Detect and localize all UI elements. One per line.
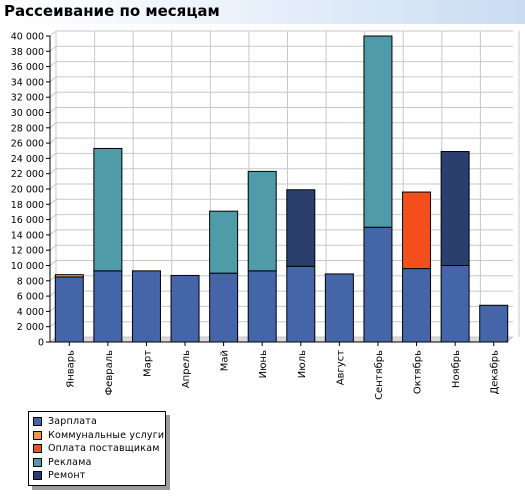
bar-segment: [286, 189, 316, 267]
bar-segment: [479, 304, 509, 343]
x-tick-label: Декабрь: [490, 350, 501, 395]
y-tick-label: 8 000: [17, 276, 44, 287]
bar-segment: [247, 170, 277, 272]
y-tick-label: 28 000: [11, 123, 44, 134]
bar-segment: [131, 270, 161, 343]
bar-segment: [402, 268, 432, 343]
y-tick-label: 6 000: [17, 292, 44, 303]
y-tick-label: 14 000: [11, 230, 44, 241]
grid-line-depth: [49, 183, 57, 190]
legend-label: Реклама: [48, 456, 92, 468]
bar-segment: [170, 274, 200, 343]
bar-segment: [440, 151, 470, 266]
legend-item: Оплата поставщикам: [33, 442, 165, 456]
x-tick-label: Февраль: [104, 350, 115, 396]
legend-item: Зарплата: [33, 415, 165, 429]
y-tick-label: 0: [38, 338, 44, 349]
bar-segment: [54, 276, 84, 343]
grid-line-depth: [49, 107, 57, 113]
legend-item: Коммунальные услуги: [33, 429, 165, 443]
legend-label: Ремонт: [48, 470, 86, 482]
grid-line-depth: [49, 45, 57, 52]
x-tick-label: Август: [335, 350, 346, 385]
bar-segment: [363, 226, 393, 343]
y-tick-label: 18 000: [11, 200, 44, 211]
y-tick-label: 16 000: [11, 215, 44, 226]
legend-swatch: [33, 471, 42, 481]
legend-swatch: [33, 444, 42, 454]
y-tick-label: 12 000: [11, 246, 44, 257]
y-tick-label: 40 000: [11, 32, 44, 43]
bar-segment: [209, 272, 239, 343]
legend-label: Оплата поставщикам: [48, 443, 160, 455]
grid-line-depth: [49, 137, 57, 144]
grid-line-depth: [49, 153, 57, 159]
y-tick-label: 10 000: [11, 261, 44, 272]
bar-segment: [286, 265, 316, 343]
grid-line-depth: [49, 91, 57, 98]
y-tick-label: 32 000: [11, 93, 44, 104]
bar-segment: [440, 265, 470, 343]
grid-line-depth: [49, 229, 57, 236]
grid-line-depth: [49, 61, 57, 67]
grid-line-depth: [49, 244, 57, 251]
legend-item: Ремонт: [33, 469, 165, 483]
bar-segment: [209, 210, 239, 274]
x-tick-label: Март: [142, 350, 153, 377]
y-tick-label: 38 000: [11, 47, 44, 58]
chart-header: Рассеивание по месяцам: [0, 0, 525, 24]
legend-label: Зарплата: [48, 416, 98, 428]
y-tick-label: 22 000: [11, 169, 44, 180]
x-tick-label: Апрель: [181, 350, 192, 388]
y-tick-label: 36 000: [11, 62, 44, 73]
bar-segment: [324, 273, 354, 343]
bar-segment: [93, 147, 123, 272]
grid-line-depth: [49, 168, 57, 175]
x-tick-label: Ноябрь: [451, 350, 462, 388]
y-tick-label: 20 000: [11, 185, 44, 196]
legend-swatch: [33, 457, 42, 467]
grid-line-depth: [49, 214, 57, 220]
legend-label: Коммунальные услуги: [48, 429, 165, 441]
bar-segment: [363, 35, 393, 228]
x-tick-label: Октябрь: [413, 350, 424, 394]
y-tick-label: 24 000: [11, 154, 44, 165]
grid-line-depth: [49, 122, 57, 129]
bar-segment: [247, 270, 277, 343]
legend-item: Реклама: [33, 456, 165, 470]
bar-segment: [402, 191, 432, 270]
y-tick-label: 26 000: [11, 139, 44, 150]
y-tick-label: 2 000: [17, 322, 44, 333]
x-tick-label: Июль: [297, 350, 308, 378]
bar-segment: [93, 270, 123, 343]
legend-swatch: [33, 417, 42, 427]
grid-line-depth: [49, 198, 57, 205]
y-tick-label: 30 000: [11, 108, 44, 119]
legend-swatch: [33, 430, 42, 440]
x-tick-label: Июнь: [258, 350, 269, 378]
x-tick-label: Январь: [65, 350, 76, 388]
grid-line-depth: [49, 260, 57, 266]
bar-segment: [54, 274, 84, 278]
x-tick-label: Май: [220, 350, 231, 371]
chart-title: Рассеивание по месяцам: [4, 2, 220, 20]
x-tick-label: Сентябрь: [374, 350, 385, 400]
y-tick-label: 34 000: [11, 77, 44, 88]
y-tick-label: 4 000: [17, 307, 44, 318]
grid-line-depth: [49, 30, 57, 37]
grid-line-depth: [49, 76, 57, 83]
chart-legend: Зарплата Коммунальные услуги Оплата постав…: [28, 411, 166, 486]
